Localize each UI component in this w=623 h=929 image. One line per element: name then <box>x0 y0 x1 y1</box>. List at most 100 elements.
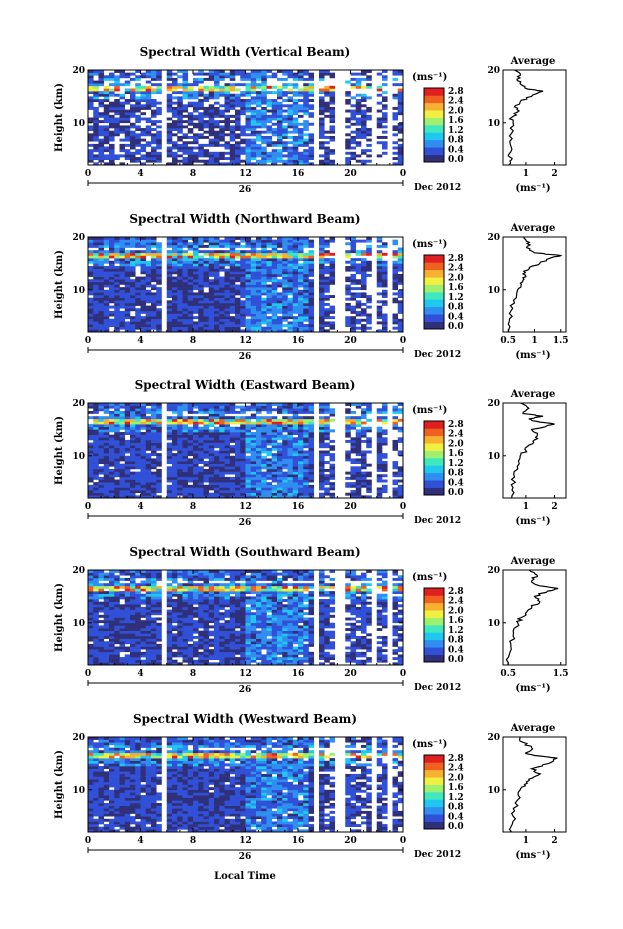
heatmap-cell <box>292 289 299 293</box>
heatmap-cell <box>287 437 294 441</box>
heatmap-cell <box>256 112 262 116</box>
heatmap-cell <box>124 117 131 121</box>
heatmap-cell <box>177 426 183 430</box>
heatmap-cell <box>166 316 173 320</box>
heatmap-cell <box>266 258 273 262</box>
heatmap-cell <box>245 77 252 81</box>
heatmap-cell <box>256 130 262 134</box>
heatmap-cell <box>397 93 404 97</box>
heatmap-cell <box>187 434 194 438</box>
heatmap-cell <box>187 410 194 414</box>
heatmap-cell <box>292 143 299 147</box>
heatmap-cell <box>187 83 194 87</box>
heatmap-cell <box>140 252 147 256</box>
heatmap-cell <box>203 99 210 102</box>
heatmap-cell <box>145 324 152 328</box>
heatmap-cell <box>261 316 267 320</box>
heatmap-cell <box>229 439 236 443</box>
heatmap-cell <box>130 300 136 304</box>
heatmap-cell <box>98 154 105 158</box>
heatmap-cell <box>277 321 283 325</box>
heatmap-cell <box>266 125 273 129</box>
heatmap-cell <box>261 305 267 309</box>
heatmap-cell <box>93 96 99 100</box>
heatmap-cell <box>119 154 126 158</box>
heatmap-cell <box>88 316 94 320</box>
heatmap-cell <box>187 114 194 118</box>
heatmap-cell <box>166 471 173 475</box>
heatmap-cell <box>93 268 99 272</box>
heatmap-cell <box>298 453 304 457</box>
heatmap-cell <box>182 455 189 459</box>
colorbar-swatch <box>424 147 444 155</box>
heatmap-cell <box>229 96 236 100</box>
heatmap-cell <box>177 324 183 328</box>
heatmap-cell <box>261 263 267 267</box>
day-label: 26 <box>239 185 252 195</box>
heatmap-cell <box>224 125 231 129</box>
heatmap-cell <box>266 305 273 309</box>
heatmap-cell <box>271 143 278 147</box>
heatmap-cell <box>382 313 388 317</box>
heatmap-cell <box>250 289 257 293</box>
heatmap-cell <box>271 305 278 309</box>
heatmap-cell <box>298 318 304 322</box>
heatmap-cell <box>235 453 241 457</box>
heatmap-cell <box>361 434 367 438</box>
heatmap-cell <box>140 157 147 161</box>
heatmap-cell <box>319 484 325 488</box>
heatmap-cell <box>324 146 330 150</box>
heatmap-cell <box>214 157 220 161</box>
heatmap-cell <box>308 258 315 262</box>
heatmap-cell <box>397 157 404 161</box>
heatmap-cell <box>109 122 115 126</box>
heatmap-cell <box>198 112 204 116</box>
heatmap-cell <box>271 85 278 89</box>
heatmap-cell <box>250 101 257 105</box>
heatmap-cell <box>203 450 210 454</box>
heatmap-cell <box>361 149 367 153</box>
heatmap-cell <box>93 297 99 301</box>
heatmap-cell <box>172 403 178 406</box>
heatmap-cell <box>324 114 330 118</box>
heatmap-cell <box>350 495 357 499</box>
heatmap-cell <box>271 302 278 306</box>
heatmap-cell <box>256 324 262 328</box>
heatmap-cell <box>256 447 262 451</box>
heatmap-cell <box>277 429 283 433</box>
heatmap-cell <box>382 439 388 443</box>
heatmap-cell <box>345 99 351 102</box>
heatmap-cell <box>376 479 383 483</box>
heatmap-cell <box>103 324 110 328</box>
heatmap-cell <box>261 130 267 134</box>
heatmap-cell <box>88 120 94 124</box>
heatmap-cell <box>219 157 225 161</box>
heatmap-cell <box>214 453 220 457</box>
heatmap-cell <box>397 125 404 129</box>
heatmap-cell <box>88 321 94 325</box>
heatmap-cell <box>303 255 309 259</box>
heatmap-cell <box>329 114 336 118</box>
heatmap-cell <box>135 442 141 446</box>
heatmap-cell <box>319 300 325 304</box>
heatmap-cell <box>282 316 288 320</box>
heatmap-cell <box>103 239 110 243</box>
heatmap-cell <box>103 85 110 89</box>
heatmap-cell <box>298 141 304 145</box>
heatmap-cell <box>308 434 315 438</box>
heatmap-cell <box>135 416 141 420</box>
heatmap-cell <box>303 162 309 166</box>
heatmap-cell <box>235 429 241 433</box>
heatmap-cell <box>140 324 147 328</box>
heatmap-cell <box>187 439 194 443</box>
heatmap-cell <box>345 162 351 166</box>
heatmap-cell <box>114 104 120 108</box>
heatmap-cell <box>109 247 115 251</box>
heatmap-cell <box>198 104 204 108</box>
heatmap-cell <box>376 461 383 464</box>
heatmap-cell <box>261 326 267 330</box>
heatmap-cell <box>93 450 99 454</box>
heatmap-cell <box>277 453 283 457</box>
heatmap-cell <box>382 266 388 269</box>
heatmap-cell <box>156 83 162 87</box>
